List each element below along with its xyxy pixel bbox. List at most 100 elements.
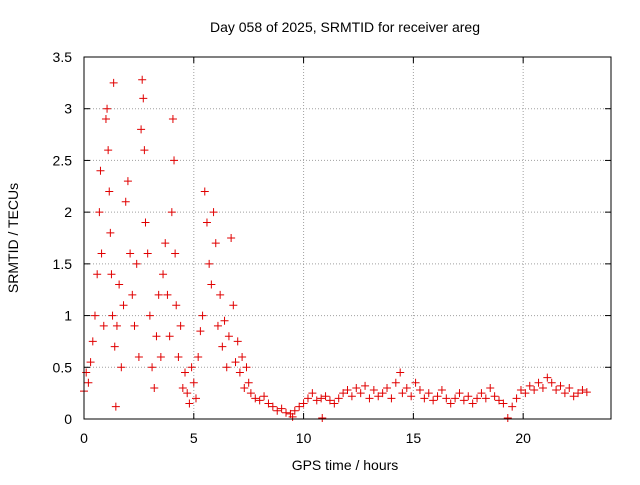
data-point [110,342,119,351]
data-point [552,386,561,395]
data-point [387,394,396,403]
data-point [143,249,152,258]
data-point [183,389,192,398]
data-point [495,396,504,405]
y-tick-label: 0 [64,411,72,427]
data-point [185,399,194,408]
data-point [352,383,361,392]
data-point [108,311,117,320]
y-tick-label: 1 [64,308,72,324]
points-layer [80,75,591,422]
data-point [202,218,211,227]
data-point [96,166,105,175]
data-point [156,352,165,361]
data-point [84,378,93,387]
data-point [429,396,438,405]
data-point [437,386,446,395]
data-point [194,352,203,361]
data-point [516,386,525,395]
data-point [295,402,304,411]
data-point [227,234,236,242]
data-point [334,394,343,403]
data-point [277,404,286,413]
data-point [244,378,253,387]
data-point [242,363,251,372]
data-point [191,394,200,403]
data-point [282,408,291,417]
data-point [187,363,196,372]
data-point [101,115,110,124]
data-point [189,378,198,387]
data-point [530,386,539,395]
y-tick-label: 3 [64,101,72,117]
data-point [216,290,225,299]
data-point [398,389,407,398]
data-point [167,208,176,217]
data-point [198,311,207,320]
data-point [525,381,534,390]
grid-layer [84,57,611,419]
data-point [109,78,118,87]
data-point [446,399,455,408]
data-point [196,327,205,336]
data-point [165,332,174,341]
data-point [119,301,128,310]
data-point [512,394,521,403]
data-point [383,383,392,392]
data-point [321,392,330,401]
data-point [339,389,348,398]
data-point [268,402,277,411]
data-point [299,399,308,408]
data-point [121,197,130,206]
data-point [455,389,464,398]
y-tick-label: 1.5 [53,256,73,272]
data-point [325,396,334,405]
y-tick-label: 2 [64,204,72,220]
data-point [161,239,170,248]
x-tick-label: 15 [406,430,422,446]
data-point [176,321,185,330]
data-point [105,187,114,196]
data-point [95,208,104,217]
y-tick-label: 3.5 [53,49,73,65]
data-point [420,394,429,403]
data-point [126,249,135,258]
data-point [534,378,543,387]
data-point [137,125,146,134]
data-point [330,399,339,408]
x-tick-label: 5 [190,430,198,446]
data-point [356,389,365,398]
data-point [139,94,148,103]
data-point [111,402,120,411]
data-point [481,394,490,403]
data-point [128,290,137,299]
data-point [407,392,416,401]
data-point [264,399,273,408]
data-point [130,321,139,330]
y-tick-label: 0.5 [53,359,73,375]
data-point [391,378,400,387]
data-point [464,392,473,401]
data-point [218,342,227,351]
data-point [112,321,121,330]
data-point [574,389,583,398]
data-point [145,311,154,320]
data-point [411,378,420,387]
data-point [211,239,220,248]
x-axis-label: GPS time / hours [292,457,399,473]
data-point [273,406,282,415]
data-point [220,316,229,325]
data-point [171,249,180,258]
data-point [303,394,312,403]
data-point [106,228,115,237]
chart-title: Day 058 of 2025, SRMTID for receiver are… [210,19,480,35]
data-point [255,396,264,405]
data-point [317,394,326,403]
data-point [178,383,187,392]
data-point [159,270,168,279]
data-point [148,363,157,372]
x-tick-label: 10 [296,430,312,446]
data-point [543,373,552,382]
